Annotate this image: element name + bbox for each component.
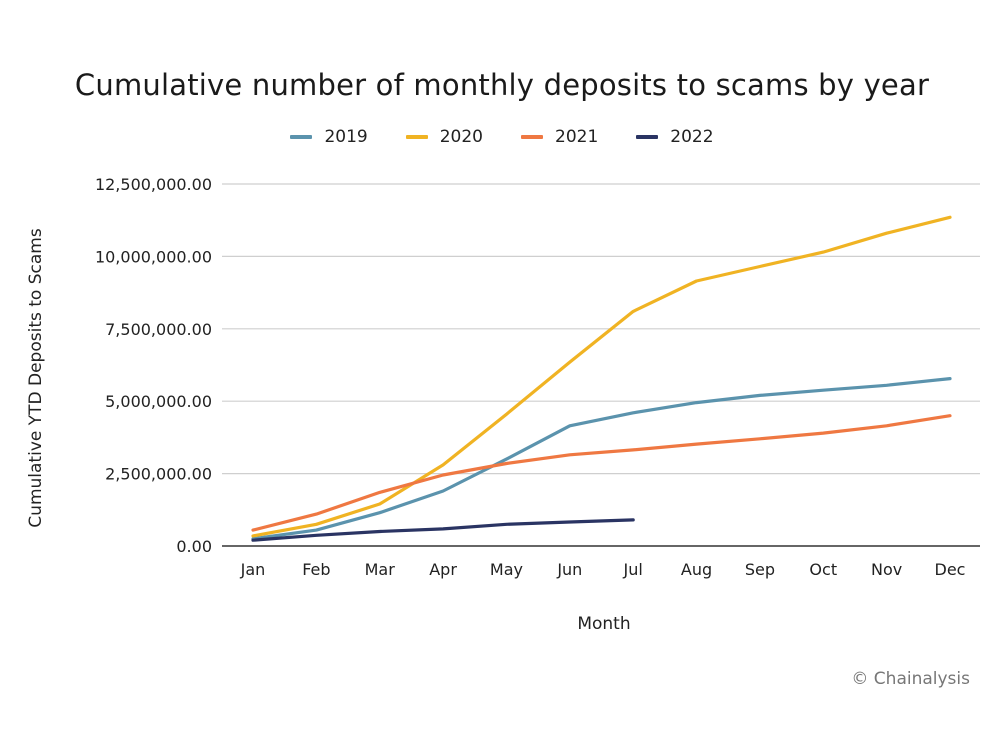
- x-tick-label: Nov: [871, 560, 902, 579]
- y-tick-label: 7,500,000.00: [105, 320, 212, 339]
- legend-label: 2022: [670, 127, 714, 147]
- y-axis-ticks: 0.00 2,500,000.00 5,000,000.00 7,500,000.00…: [95, 175, 212, 556]
- legend-item-2019: 2019: [290, 127, 368, 147]
- series-line-2020: [251, 215, 952, 538]
- series-line-2019: [251, 377, 952, 541]
- legend-item-2020: 2020: [405, 127, 483, 147]
- legend-label: 2020: [439, 127, 483, 147]
- x-tick-label: Apr: [429, 560, 457, 579]
- legend-item-2021: 2021: [521, 127, 598, 147]
- x-axis-ticks: Jan Feb Mar Apr May Jun Jul Aug Sep Oct Nov Dec: [240, 560, 966, 579]
- credit-text: © Chainalysis: [851, 669, 970, 689]
- x-axis-title: Month: [577, 614, 630, 634]
- x-tick-label: Feb: [302, 560, 330, 579]
- legend-swatch: [405, 135, 428, 139]
- legend-swatch: [636, 135, 659, 139]
- x-tick-label: Jun: [556, 560, 582, 579]
- chart-legend: 2019 2020 2021 2022: [0, 127, 1004, 147]
- legend-label: 2021: [555, 127, 599, 147]
- x-tick-label: Sep: [745, 560, 775, 579]
- series-lines: [251, 215, 952, 542]
- y-tick-label: 10,000,000.00: [95, 247, 212, 266]
- y-axis-title: Cumulative YTD Deposits to Scams: [26, 228, 46, 528]
- x-tick-label: May: [490, 560, 523, 579]
- x-tick-label: Aug: [681, 560, 712, 579]
- legend-label: 2019: [324, 127, 368, 147]
- y-tick-label: 0.00: [176, 537, 212, 556]
- legend-item-2022: 2022: [636, 127, 714, 147]
- y-tick-label: 5,000,000.00: [105, 392, 212, 411]
- x-tick-label: Jan: [240, 560, 266, 579]
- y-tick-label: 12,500,000.00: [95, 175, 212, 194]
- series-line-2021: [251, 414, 952, 532]
- grid-lines: [222, 183, 980, 547]
- chart-title: Cumulative number of monthly deposits to…: [74, 68, 930, 102]
- legend-swatch: [521, 135, 543, 139]
- x-tick-label: Mar: [365, 560, 396, 579]
- x-tick-label: Oct: [809, 560, 837, 579]
- legend-swatch: [290, 135, 313, 139]
- y-tick-label: 2,500,000.00: [105, 465, 212, 484]
- x-tick-label: Dec: [935, 560, 966, 579]
- x-tick-label: Jul: [623, 560, 643, 579]
- series-line-2022: [251, 518, 635, 542]
